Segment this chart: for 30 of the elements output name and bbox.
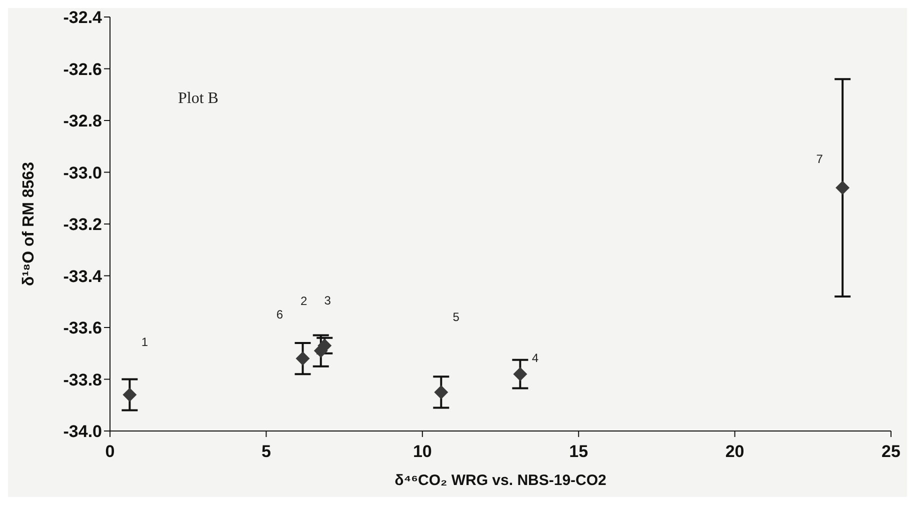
x-tick-label: 0 (105, 442, 115, 462)
y-tick-label: -33.0 (63, 163, 102, 182)
x-tick-label: 25 (882, 442, 900, 462)
annotation: 7 (816, 152, 824, 166)
annotation: 1 (141, 334, 148, 349)
x-tick-label: 20 (725, 442, 744, 462)
point (122, 388, 137, 402)
y-tick-label: -32.4 (63, 8, 103, 28)
y-tick-label: -32.6 (63, 60, 102, 79)
point (836, 180, 850, 195)
annotation: 2 (300, 294, 308, 308)
y-tick-label: -33.4 (63, 266, 103, 286)
x-axis-title: δ⁴⁶CO₂ WRG vs. NBS-19-CO2 (394, 472, 606, 489)
point (296, 352, 310, 366)
annotation: 6 (276, 308, 284, 322)
y-axis-title: δ¹⁸O of RM 8563 (20, 162, 38, 286)
annotation: Plot B (178, 90, 218, 108)
annotation: 3 (324, 294, 332, 308)
x-tick-label: 5 (261, 442, 271, 462)
annotation: 4 (532, 351, 539, 366)
point (434, 385, 448, 400)
x-tick-label: 15 (569, 442, 588, 462)
y-tick-label: -33.8 (63, 370, 102, 390)
y-tick-label: -34.0 (63, 422, 102, 442)
y-tick-label: -32.8 (63, 112, 102, 131)
y-tick-label: -33.2 (63, 215, 102, 234)
point (513, 367, 528, 382)
x-tick-label: 10 (412, 442, 432, 462)
y-tick-label: -33.6 (63, 318, 102, 338)
annotation: 5 (452, 310, 460, 324)
